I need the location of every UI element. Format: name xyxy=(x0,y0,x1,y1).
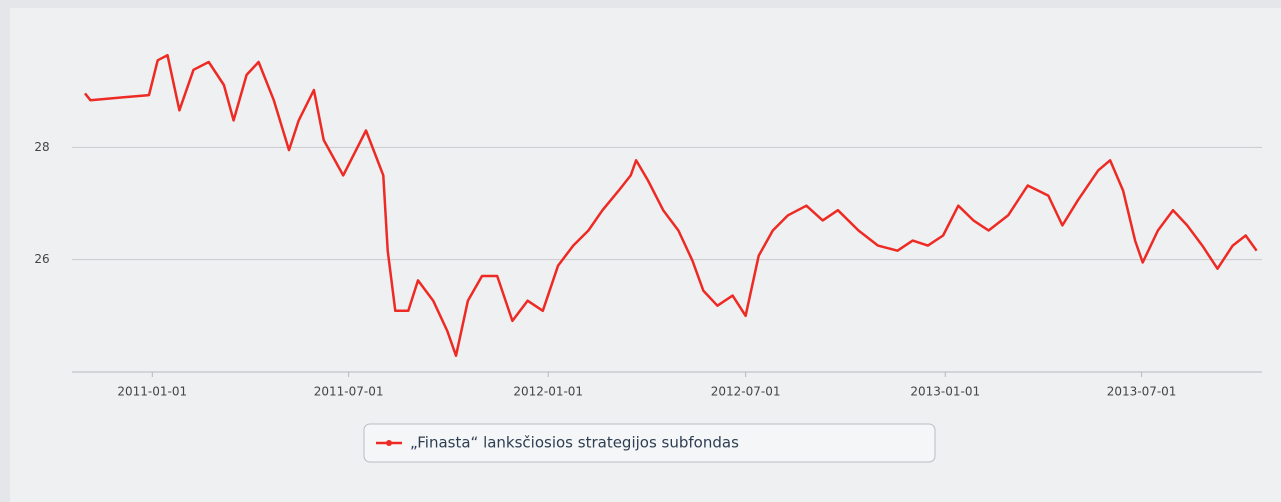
legend-label: „Finasta“ lanksčiosios strategijos subfo… xyxy=(410,434,739,452)
x-tick-label: 2011-01-01 xyxy=(117,385,187,399)
x-tick-label: 2012-01-01 xyxy=(513,385,583,399)
series-line xyxy=(84,53,1258,357)
x-tick-label: 2013-01-01 xyxy=(910,385,980,399)
x-tick-label: 2011-07-01 xyxy=(314,385,384,399)
y-tick-label: 26 xyxy=(34,252,49,266)
panel xyxy=(10,8,1281,502)
x-tick-label: 2012-07-01 xyxy=(711,385,781,399)
y-tick-label: 28 xyxy=(34,140,49,154)
legend xyxy=(363,423,936,463)
x-tick-label: 2013-07-01 xyxy=(1107,385,1177,399)
legend-marker xyxy=(386,440,392,446)
